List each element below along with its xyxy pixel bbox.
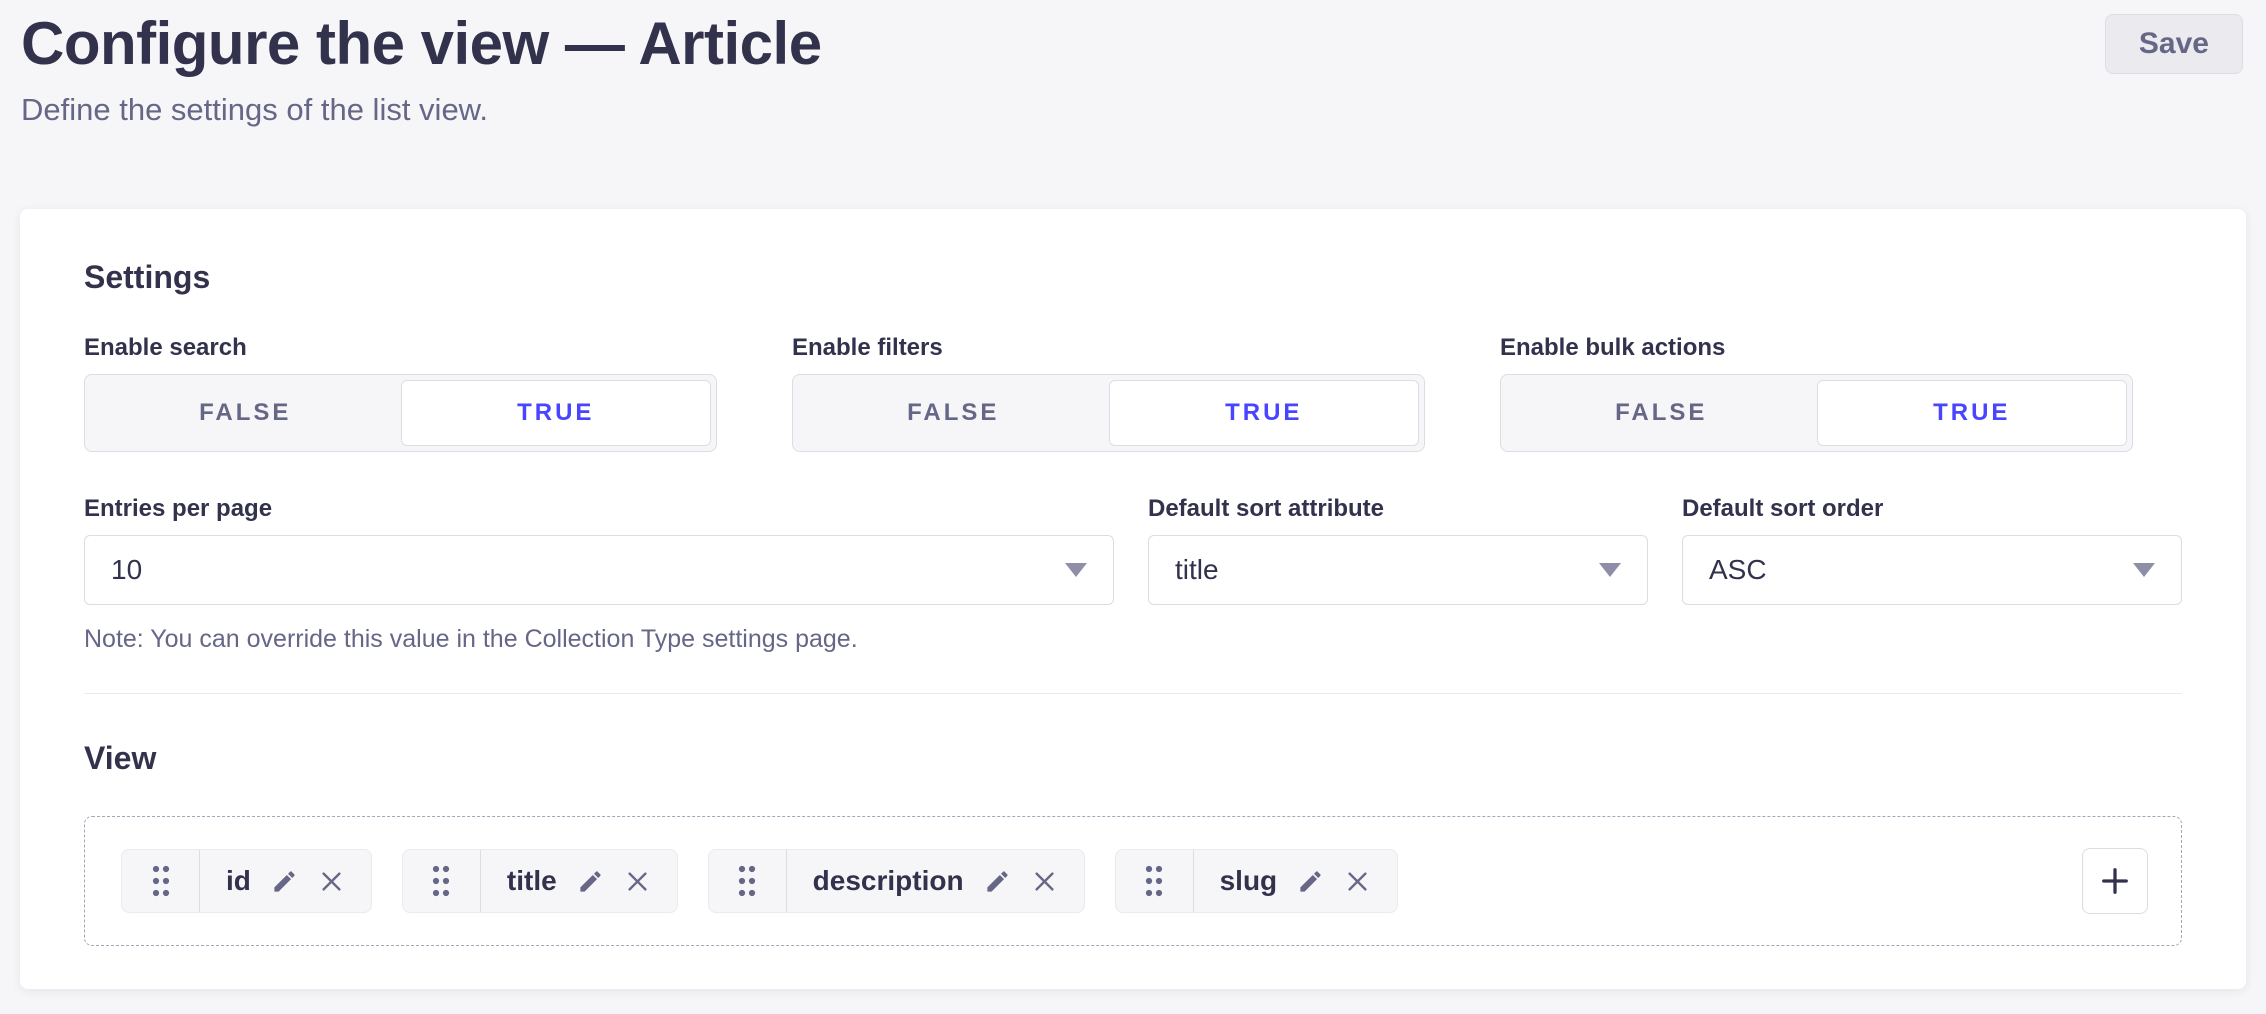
default-sort-order-field: Default sort order ASC	[1682, 494, 2182, 655]
field-chip-slug: slug	[1114, 849, 1399, 913]
enable-filters-true-option[interactable]: TRUE	[1108, 380, 1419, 446]
drag-handle-icon[interactable]	[122, 850, 200, 912]
default-sort-attribute-value: title	[1175, 554, 1219, 585]
enable-bulk-actions-field: Enable bulk actions FALSE TRUE	[1500, 333, 2133, 452]
enable-bulk-actions-false-option[interactable]: FALSE	[1615, 399, 1708, 426]
close-icon[interactable]	[318, 868, 345, 895]
field-chip-description: description	[707, 849, 1085, 913]
chevron-down-icon	[1599, 563, 1621, 577]
default-sort-order-value: ASC	[1709, 554, 1767, 585]
default-sort-order-select[interactable]: ASC	[1682, 535, 2182, 605]
chevron-down-icon	[1065, 563, 1087, 577]
select-row: Entries per page 10 Note: You can overri…	[84, 494, 2182, 655]
field-chip-label: id	[226, 865, 251, 896]
toggle-row: Enable search FALSE TRUE Enable filters …	[84, 333, 2182, 452]
entries-per-page-label: Entries per page	[84, 495, 273, 522]
settings-heading: Settings	[84, 259, 211, 295]
page-header: Configure the view — Article Define the …	[0, 0, 2266, 129]
page-title: Configure the view — Article	[21, 10, 822, 77]
view-fields-drop-zone: id	[84, 816, 2182, 946]
close-icon[interactable]	[1031, 868, 1058, 895]
field-chip-label: description	[812, 865, 964, 896]
drag-handle-icon[interactable]	[403, 850, 481, 912]
default-sort-attribute-select[interactable]: title	[1148, 535, 1648, 605]
default-sort-attribute-label: Default sort attribute	[1148, 495, 1385, 522]
field-chip-body: slug	[1194, 850, 1398, 912]
view-heading: View	[84, 740, 157, 776]
enable-filters-field: Enable filters FALSE TRUE	[792, 333, 1425, 452]
drag-handle-icon[interactable]	[1116, 850, 1194, 912]
default-sort-order-label: Default sort order	[1682, 495, 1884, 522]
field-chip-id: id	[121, 849, 372, 913]
field-chip-title: title	[401, 849, 678, 913]
save-button[interactable]: Save	[2104, 14, 2243, 74]
enable-search-true-option[interactable]: TRUE	[400, 380, 711, 446]
field-chip-label: slug	[1219, 865, 1278, 896]
default-sort-attribute-field: Default sort attribute title	[1148, 494, 1648, 655]
enable-filters-toggle: FALSE TRUE	[792, 374, 1425, 452]
enable-search-false-option[interactable]: FALSE	[199, 399, 292, 426]
enable-bulk-actions-toggle: FALSE TRUE	[1500, 374, 2133, 452]
field-chip-list: id	[121, 849, 1399, 913]
field-chip-body: title	[481, 850, 677, 912]
enable-filters-label: Enable filters	[792, 334, 943, 361]
page-subtitle: Define the settings of the list view.	[21, 92, 488, 127]
entries-per-page-value: 10	[111, 554, 143, 585]
close-icon[interactable]	[1344, 868, 1371, 895]
entries-per-page-note: Note: You can override this value in the…	[84, 625, 858, 653]
enable-search-field: Enable search FALSE TRUE	[84, 333, 717, 452]
field-chip-label: title	[506, 865, 557, 896]
drag-handle-icon[interactable]	[709, 850, 787, 912]
settings-card: Settings Enable search FALSE TRUE Enable…	[20, 209, 2246, 989]
enable-bulk-actions-label: Enable bulk actions	[1500, 334, 1726, 361]
enable-search-label: Enable search	[84, 334, 247, 361]
entries-per-page-field: Entries per page 10 Note: You can overri…	[84, 494, 1114, 655]
add-field-button[interactable]	[2082, 848, 2148, 914]
field-chip-body: description	[787, 850, 1084, 912]
section-divider	[84, 693, 2182, 694]
enable-filters-false-option[interactable]: FALSE	[907, 399, 1000, 426]
pencil-icon[interactable]	[1297, 868, 1324, 895]
pencil-icon[interactable]	[271, 868, 298, 895]
close-icon[interactable]	[624, 868, 651, 895]
pencil-icon[interactable]	[984, 868, 1011, 895]
enable-search-toggle: FALSE TRUE	[84, 374, 717, 452]
field-chip-body: id	[200, 850, 371, 912]
entries-per-page-select[interactable]: 10	[84, 535, 1114, 605]
plus-icon	[2097, 863, 2133, 899]
chevron-down-icon	[2133, 563, 2155, 577]
pencil-icon[interactable]	[577, 868, 604, 895]
enable-bulk-actions-true-option[interactable]: TRUE	[1816, 380, 2127, 446]
